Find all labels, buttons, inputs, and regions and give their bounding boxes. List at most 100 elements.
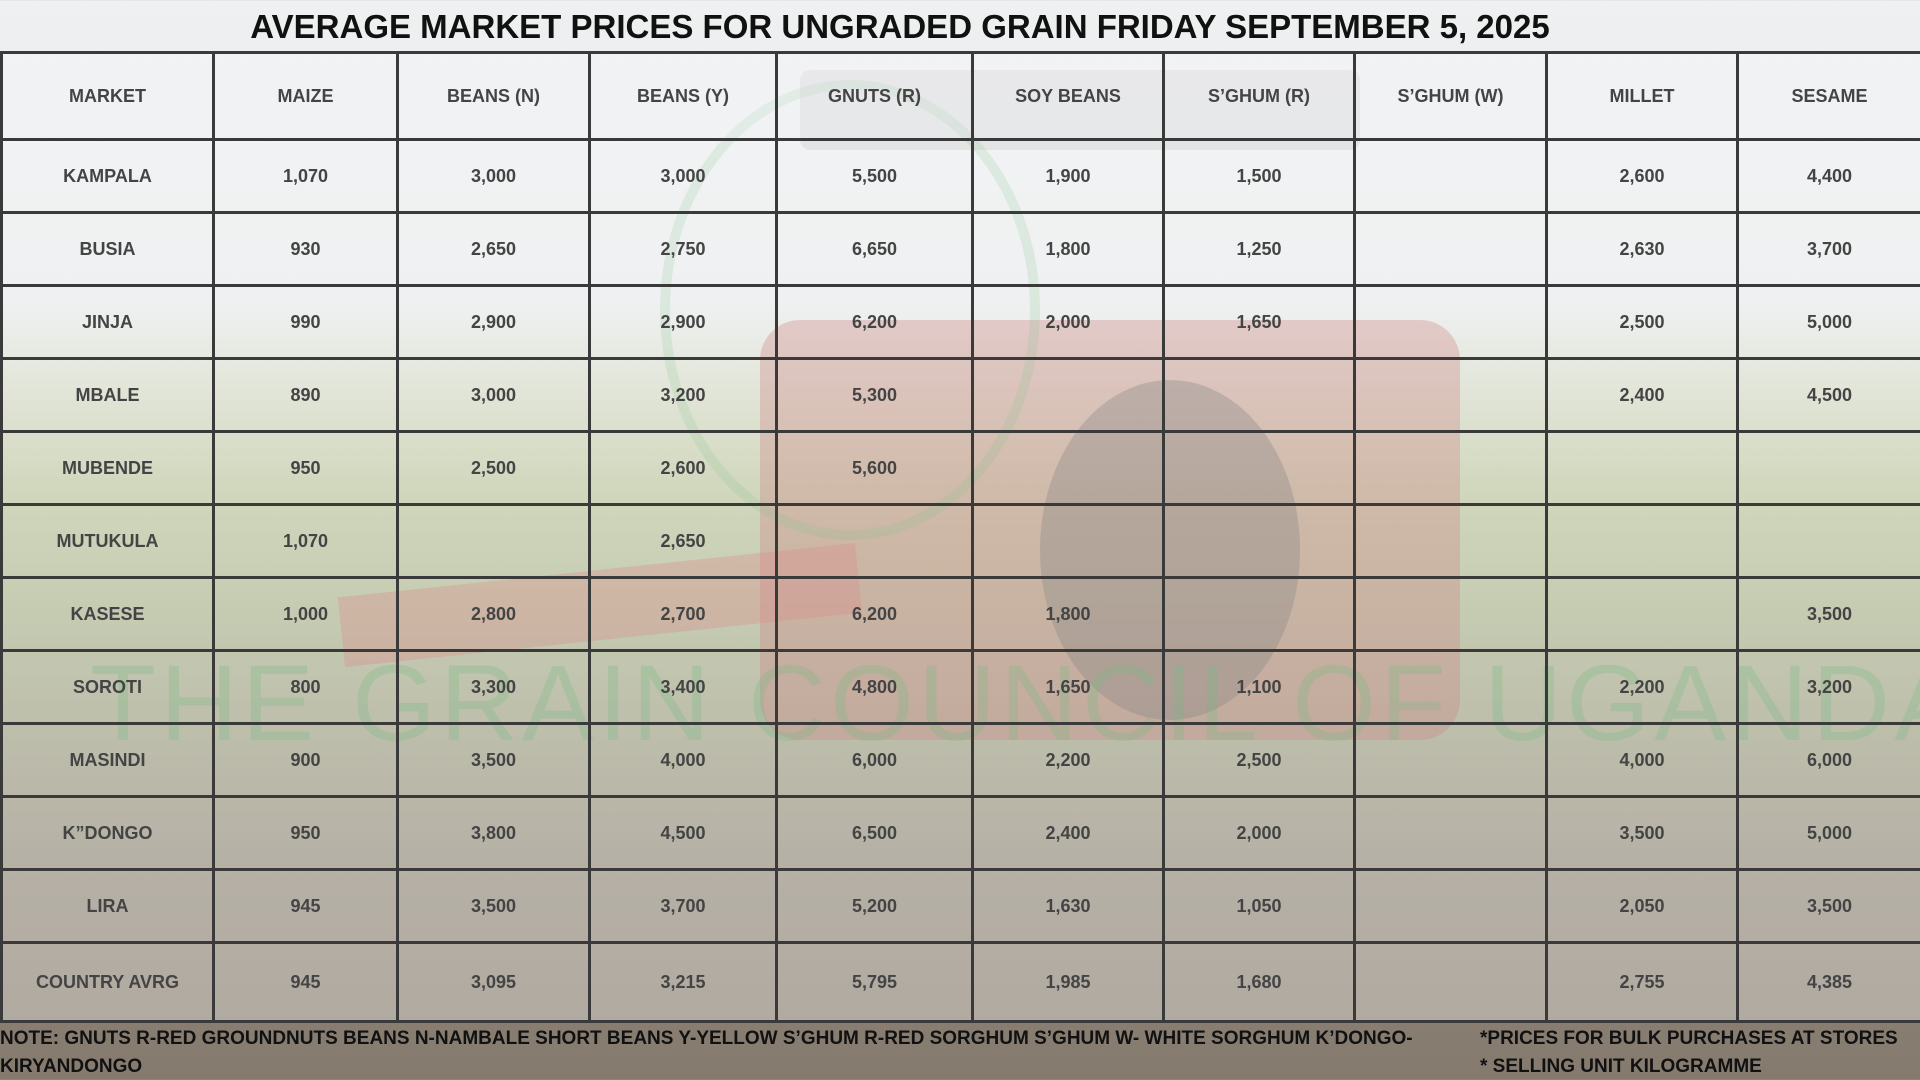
- price-cell: 6,200: [775, 284, 974, 360]
- price-cell: 3,000: [588, 138, 778, 214]
- market-name: LIRA: [0, 868, 215, 944]
- price-cell: [1353, 576, 1548, 652]
- column-header: GNUTS (R): [775, 51, 974, 141]
- price-cell: 2,755: [1545, 941, 1739, 1023]
- price-cell: 4,800: [775, 649, 974, 725]
- price-cell: 890: [212, 357, 399, 433]
- price-cell: 5,795: [775, 941, 974, 1023]
- price-cell: 5,300: [775, 357, 974, 433]
- price-table: MARKET MAIZE BEANS (N) BEANS (Y) GNUTS (R) SO…: [0, 51, 1920, 1023]
- table-row: KASESE 1,000 2,800 2,700 6,200 1,800 3,500: [0, 576, 1920, 652]
- price-cell: 1,630: [971, 868, 1165, 944]
- price-cell: 945: [212, 941, 399, 1023]
- price-cell: 3,700: [1736, 211, 1920, 287]
- price-cell: [1353, 503, 1548, 579]
- price-cell: 5,500: [775, 138, 974, 214]
- price-cell: [1545, 430, 1739, 506]
- price-cell: [971, 430, 1165, 506]
- price-cell: 2,900: [396, 284, 591, 360]
- table-row: BUSIA 930 2,650 2,750 6,650 1,800 1,250 2,630 3,…: [0, 211, 1920, 287]
- price-cell: 2,500: [396, 430, 591, 506]
- note-bulk-prices: *PRICES FOR BULK PURCHASES AT STORES: [1480, 1028, 1898, 1049]
- price-cell: 1,680: [1162, 941, 1356, 1023]
- table-row: MASINDI 900 3,500 4,000 6,000 2,200 2,500 4,000…: [0, 722, 1920, 798]
- price-cell: 1,800: [971, 211, 1165, 287]
- market-name: MASINDI: [0, 722, 215, 798]
- column-header: S’GHUM (R): [1162, 51, 1356, 141]
- price-cell: [1353, 357, 1548, 433]
- column-header: BEANS (N): [396, 51, 591, 141]
- price-cell: [396, 503, 591, 579]
- price-cell: 2,500: [1162, 722, 1356, 798]
- price-cell: 950: [212, 430, 399, 506]
- column-header: MILLET: [1545, 51, 1739, 141]
- price-cell: [775, 503, 974, 579]
- table-row: KAMPALA 1,070 3,000 3,000 5,500 1,900 1,500 2,6…: [0, 138, 1920, 214]
- market-name: MBALE: [0, 357, 215, 433]
- page-title: AVERAGE MARKET PRICES FOR UNGRADED GRAIN…: [250, 8, 1550, 45]
- price-cell: 5,600: [775, 430, 974, 506]
- market-name: KAMPALA: [0, 138, 215, 214]
- price-cell: 2,630: [1545, 211, 1739, 287]
- price-cell: 2,600: [588, 430, 778, 506]
- price-cell: 1,800: [971, 576, 1165, 652]
- price-cell: 3,200: [588, 357, 778, 433]
- price-cell: 2,900: [588, 284, 778, 360]
- price-cell: 2,700: [588, 576, 778, 652]
- price-cell: 1,070: [212, 503, 399, 579]
- table-row: MBALE 890 3,000 3,200 5,300 2,400 4,500: [0, 357, 1920, 433]
- price-cell: [1162, 503, 1356, 579]
- price-cell: 2,200: [1545, 649, 1739, 725]
- price-cell: 3,500: [396, 722, 591, 798]
- price-cell: 1,000: [212, 576, 399, 652]
- price-cell: 3,700: [588, 868, 778, 944]
- note-selling-unit: * SELLING UNIT KILOGRAMME: [1480, 1056, 1762, 1077]
- price-cell: 800: [212, 649, 399, 725]
- table-row: COUNTRY AVRG 945 3,095 3,215 5,795 1,985 1,680…: [0, 941, 1920, 1023]
- price-cell: 1,500: [1162, 138, 1356, 214]
- column-header: SESAME: [1736, 51, 1920, 141]
- price-cell: 6,000: [1736, 722, 1920, 798]
- price-cell: 3,200: [1736, 649, 1920, 725]
- price-cell: 1,070: [212, 138, 399, 214]
- price-cell: 5,200: [775, 868, 974, 944]
- table-row: MUTUKULA 1,070 2,650: [0, 503, 1920, 579]
- price-cell: [1162, 430, 1356, 506]
- price-cell: 2,650: [396, 211, 591, 287]
- price-cell: 3,000: [396, 357, 591, 433]
- price-cell: 5,000: [1736, 284, 1920, 360]
- price-cell: [1545, 503, 1739, 579]
- price-cell: 5,000: [1736, 795, 1920, 871]
- column-header: MAIZE: [212, 51, 399, 141]
- price-cell: 2,000: [971, 284, 1165, 360]
- price-cell: 2,500: [1545, 284, 1739, 360]
- price-cell: 2,000: [1162, 795, 1356, 871]
- price-cell: 6,200: [775, 576, 974, 652]
- price-cell: [1353, 211, 1548, 287]
- price-cell: 4,385: [1736, 941, 1920, 1023]
- price-cell: 990: [212, 284, 399, 360]
- market-name: KASESE: [0, 576, 215, 652]
- price-cell: 3,400: [588, 649, 778, 725]
- price-cell: 3,500: [1545, 795, 1739, 871]
- price-cell: 3,000: [396, 138, 591, 214]
- price-cell: [1162, 576, 1356, 652]
- price-cell: [1736, 430, 1920, 506]
- price-cell: [971, 357, 1165, 433]
- price-cell: 3,500: [1736, 868, 1920, 944]
- column-header: S’GHUM (W): [1353, 51, 1548, 141]
- price-cell: 2,050: [1545, 868, 1739, 944]
- price-cell: 4,000: [588, 722, 778, 798]
- price-cell: [1353, 649, 1548, 725]
- price-cell: 1,250: [1162, 211, 1356, 287]
- price-cell: 2,200: [971, 722, 1165, 798]
- market-name: K”DONGO: [0, 795, 215, 871]
- price-cell: 6,650: [775, 211, 974, 287]
- note-legend: NOTE: GNUTS R-RED GROUNDNUTS BEANS N-NAM…: [0, 1028, 1413, 1049]
- price-cell: [1353, 941, 1548, 1023]
- note-legend-cont: KIRYANDONGO: [0, 1056, 143, 1077]
- price-cell: 1,650: [1162, 284, 1356, 360]
- table-row: LIRA 945 3,500 3,700 5,200 1,630 1,050 2,050 3,5…: [0, 868, 1920, 944]
- price-cell: [1353, 284, 1548, 360]
- price-cell: 2,800: [396, 576, 591, 652]
